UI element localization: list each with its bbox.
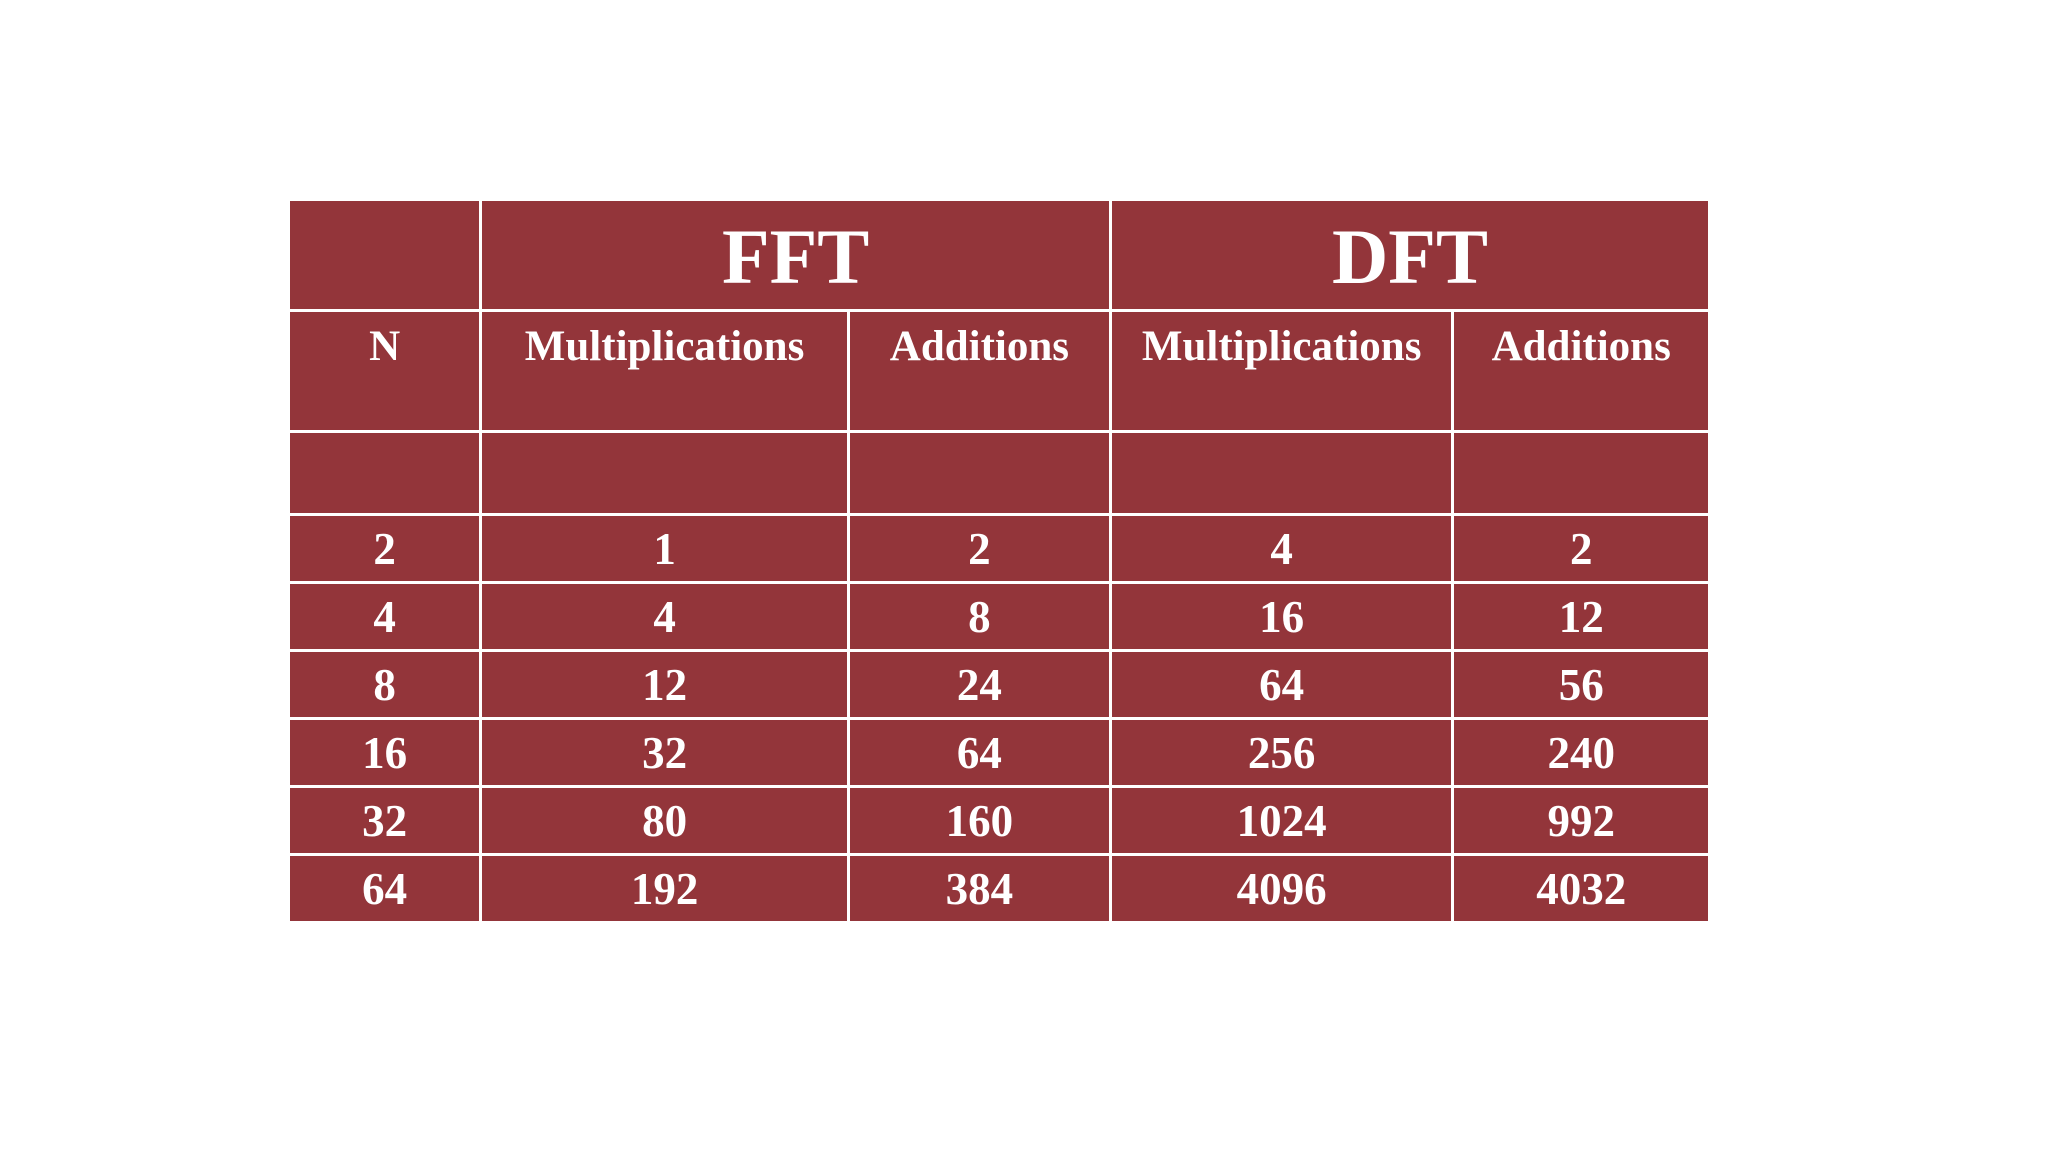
empty-cell bbox=[846, 430, 1112, 516]
subheader-row: N Multiplications Additions Multiplicati… bbox=[290, 309, 1708, 433]
fft-group-header: FFT bbox=[479, 201, 1112, 312]
fft-multiplications-cell: 192 bbox=[479, 853, 850, 921]
fft-additions-cell: 2 bbox=[846, 513, 1112, 584]
fft-multiplications-cell: 80 bbox=[479, 785, 850, 856]
dft-additions-cell: 56 bbox=[1451, 649, 1708, 720]
n-cell: 64 bbox=[290, 853, 483, 921]
dft-additions-cell: 992 bbox=[1451, 785, 1708, 856]
empty-cell bbox=[1451, 430, 1708, 516]
fft-multiplications-cell: 4 bbox=[479, 581, 850, 652]
dft-multiplications-cell: 4096 bbox=[1108, 853, 1455, 921]
dft-additions-cell: 12 bbox=[1451, 581, 1708, 652]
empty-row bbox=[290, 430, 1708, 516]
n-cell: 4 bbox=[290, 581, 483, 652]
fft-multiplications-cell: 32 bbox=[479, 717, 850, 788]
column-header-dft-multiplications: Multiplications bbox=[1108, 309, 1455, 433]
comparison-table-container: FFT DFT N Multiplications Additions Mult… bbox=[290, 201, 1708, 921]
table-row: 32 80 160 1024 992 bbox=[290, 785, 1708, 856]
corner-cell bbox=[290, 201, 483, 312]
empty-cell bbox=[479, 430, 850, 516]
dft-multiplications-cell: 16 bbox=[1108, 581, 1455, 652]
dft-additions-cell: 2 bbox=[1451, 513, 1708, 584]
column-header-fft-multiplications: Multiplications bbox=[479, 309, 850, 433]
n-cell: 8 bbox=[290, 649, 483, 720]
n-cell: 2 bbox=[290, 513, 483, 584]
n-cell: 16 bbox=[290, 717, 483, 788]
dft-multiplications-cell: 256 bbox=[1108, 717, 1455, 788]
fft-additions-cell: 64 bbox=[846, 717, 1112, 788]
fft-multiplications-cell: 12 bbox=[479, 649, 850, 720]
column-header-dft-additions: Additions bbox=[1451, 309, 1708, 433]
table-row: 8 12 24 64 56 bbox=[290, 649, 1708, 720]
column-header-fft-additions: Additions bbox=[846, 309, 1112, 433]
table-row: 16 32 64 256 240 bbox=[290, 717, 1708, 788]
fft-additions-cell: 24 bbox=[846, 649, 1112, 720]
column-header-n: N bbox=[290, 309, 483, 433]
table-row: 64 192 384 4096 4032 bbox=[290, 853, 1708, 921]
table-row: 4 4 8 16 12 bbox=[290, 581, 1708, 652]
fft-additions-cell: 384 bbox=[846, 853, 1112, 921]
fft-additions-cell: 160 bbox=[846, 785, 1112, 856]
dft-multiplications-cell: 4 bbox=[1108, 513, 1455, 584]
fft-dft-comparison-table: FFT DFT N Multiplications Additions Mult… bbox=[290, 201, 1708, 921]
fft-multiplications-cell: 1 bbox=[479, 513, 850, 584]
table-row: 2 1 2 4 2 bbox=[290, 513, 1708, 584]
n-cell: 32 bbox=[290, 785, 483, 856]
dft-additions-cell: 240 bbox=[1451, 717, 1708, 788]
dft-additions-cell: 4032 bbox=[1451, 853, 1708, 921]
empty-cell bbox=[290, 430, 483, 516]
dft-group-header: DFT bbox=[1108, 201, 1708, 312]
group-header-row: FFT DFT bbox=[290, 201, 1708, 312]
fft-additions-cell: 8 bbox=[846, 581, 1112, 652]
table-body: FFT DFT N Multiplications Additions Mult… bbox=[290, 201, 1708, 921]
dft-multiplications-cell: 1024 bbox=[1108, 785, 1455, 856]
dft-multiplications-cell: 64 bbox=[1108, 649, 1455, 720]
empty-cell bbox=[1108, 430, 1455, 516]
